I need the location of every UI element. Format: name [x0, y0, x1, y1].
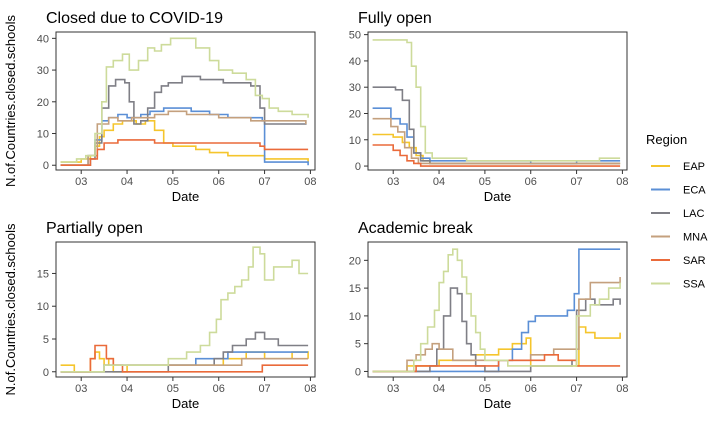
x-tick-label: 04: [433, 176, 445, 188]
x-tick-label: 08: [304, 176, 316, 188]
series-line-mna: [372, 117, 621, 165]
series-line-ssa: [60, 37, 309, 163]
legend-label-lac: LAC: [683, 208, 704, 220]
y-tick-label: 50: [349, 30, 361, 42]
y-tick-label: 10: [37, 301, 49, 313]
x-tick-label: 03: [75, 383, 87, 395]
x-axis-label: Date: [484, 189, 511, 204]
x-tick-label: 05: [479, 383, 491, 395]
series-line-sar: [372, 144, 621, 167]
panel-1: Closed due to COVID-19 03 04 05 06 07 08 0 10 20 3…: [3, 10, 317, 204]
y-tick-label: 0: [355, 366, 361, 378]
legend: Region EAP ECA LAC MNA SAR SSA: [646, 132, 708, 291]
panel-title: Closed due to COVID-19: [46, 10, 223, 27]
y-tick-label: 20: [37, 97, 49, 109]
x-tick-label: 08: [616, 383, 628, 395]
y-tick-label: 5: [43, 334, 49, 346]
series-line-ssa: [372, 248, 621, 373]
legend-title: Region: [646, 132, 687, 147]
y-tick-label: 15: [37, 268, 49, 280]
panel-frame: [55, 31, 316, 171]
x-tick-label: 07: [258, 176, 270, 188]
panel-title: Fully open: [358, 10, 432, 27]
y-axis-label: N.of.Countries.closed.schools: [3, 15, 18, 187]
legend-label-ssa: SSA: [683, 279, 706, 291]
legend-label-sar: SAR: [683, 255, 706, 267]
series-line-eca: [60, 107, 309, 166]
y-tick-label: 0: [355, 161, 361, 173]
x-axis-label: Date: [172, 189, 199, 204]
x-axis-label: Date: [172, 396, 199, 411]
x-tick-label: 03: [75, 176, 87, 188]
y-tick-label: 20: [349, 255, 361, 267]
panel-frame: [55, 241, 316, 378]
series-line-ssa: [60, 246, 309, 373]
x-tick-label: 04: [121, 383, 133, 395]
y-tick-label: 30: [349, 82, 361, 94]
legend-label-eap: EAP: [683, 161, 705, 173]
y-tick-label: 10: [349, 135, 361, 147]
y-axis-label: N.of.Countries.closed.schools: [3, 223, 18, 395]
panel-frame: [367, 241, 628, 378]
panel-title: Academic break: [358, 220, 474, 237]
panel-frame: [367, 31, 628, 171]
x-tick-label: 06: [213, 383, 225, 395]
y-tick-label: 10: [37, 129, 49, 141]
x-tick-label: 06: [213, 176, 225, 188]
x-tick-label: 08: [304, 383, 316, 395]
series-line-ssa: [372, 39, 621, 162]
x-tick-label: 08: [616, 176, 628, 188]
series-line-mna: [60, 110, 307, 166]
x-tick-label: 05: [167, 383, 179, 395]
legend-label-mna: MNA: [683, 232, 708, 244]
legend-label-eca: ECA: [683, 185, 706, 197]
y-tick-label: 5: [355, 339, 361, 351]
series-line-lac: [60, 75, 307, 166]
y-tick-label: 0: [43, 367, 49, 379]
x-tick-label: 07: [258, 383, 270, 395]
y-tick-label: 40: [349, 56, 361, 68]
x-tick-label: 07: [570, 383, 582, 395]
x-tick-label: 06: [525, 383, 537, 395]
y-tick-label: 30: [37, 65, 49, 77]
panel-title: Partially open: [46, 220, 143, 237]
y-tick-label: 20: [349, 108, 361, 120]
y-tick-label: 10: [349, 311, 361, 323]
x-tick-label: 03: [387, 383, 399, 395]
x-tick-label: 04: [433, 383, 445, 395]
y-tick-label: 40: [37, 33, 49, 45]
y-tick-label: 0: [43, 160, 49, 172]
x-axis-label: Date: [484, 396, 511, 411]
series-line-sar: [60, 139, 309, 166]
y-tick-label: 15: [349, 283, 361, 295]
x-tick-label: 04: [121, 176, 133, 188]
panel-2: Fully open 03 04 05 06 07 08 0 10 20 30 40 50 Date: [349, 10, 629, 204]
x-tick-label: 06: [525, 176, 537, 188]
x-tick-label: 07: [570, 176, 582, 188]
series-line-mna: [372, 277, 621, 373]
x-tick-label: 03: [387, 176, 399, 188]
x-tick-label: 05: [167, 176, 179, 188]
x-tick-label: 05: [479, 176, 491, 188]
series-line-eap: [372, 326, 621, 373]
